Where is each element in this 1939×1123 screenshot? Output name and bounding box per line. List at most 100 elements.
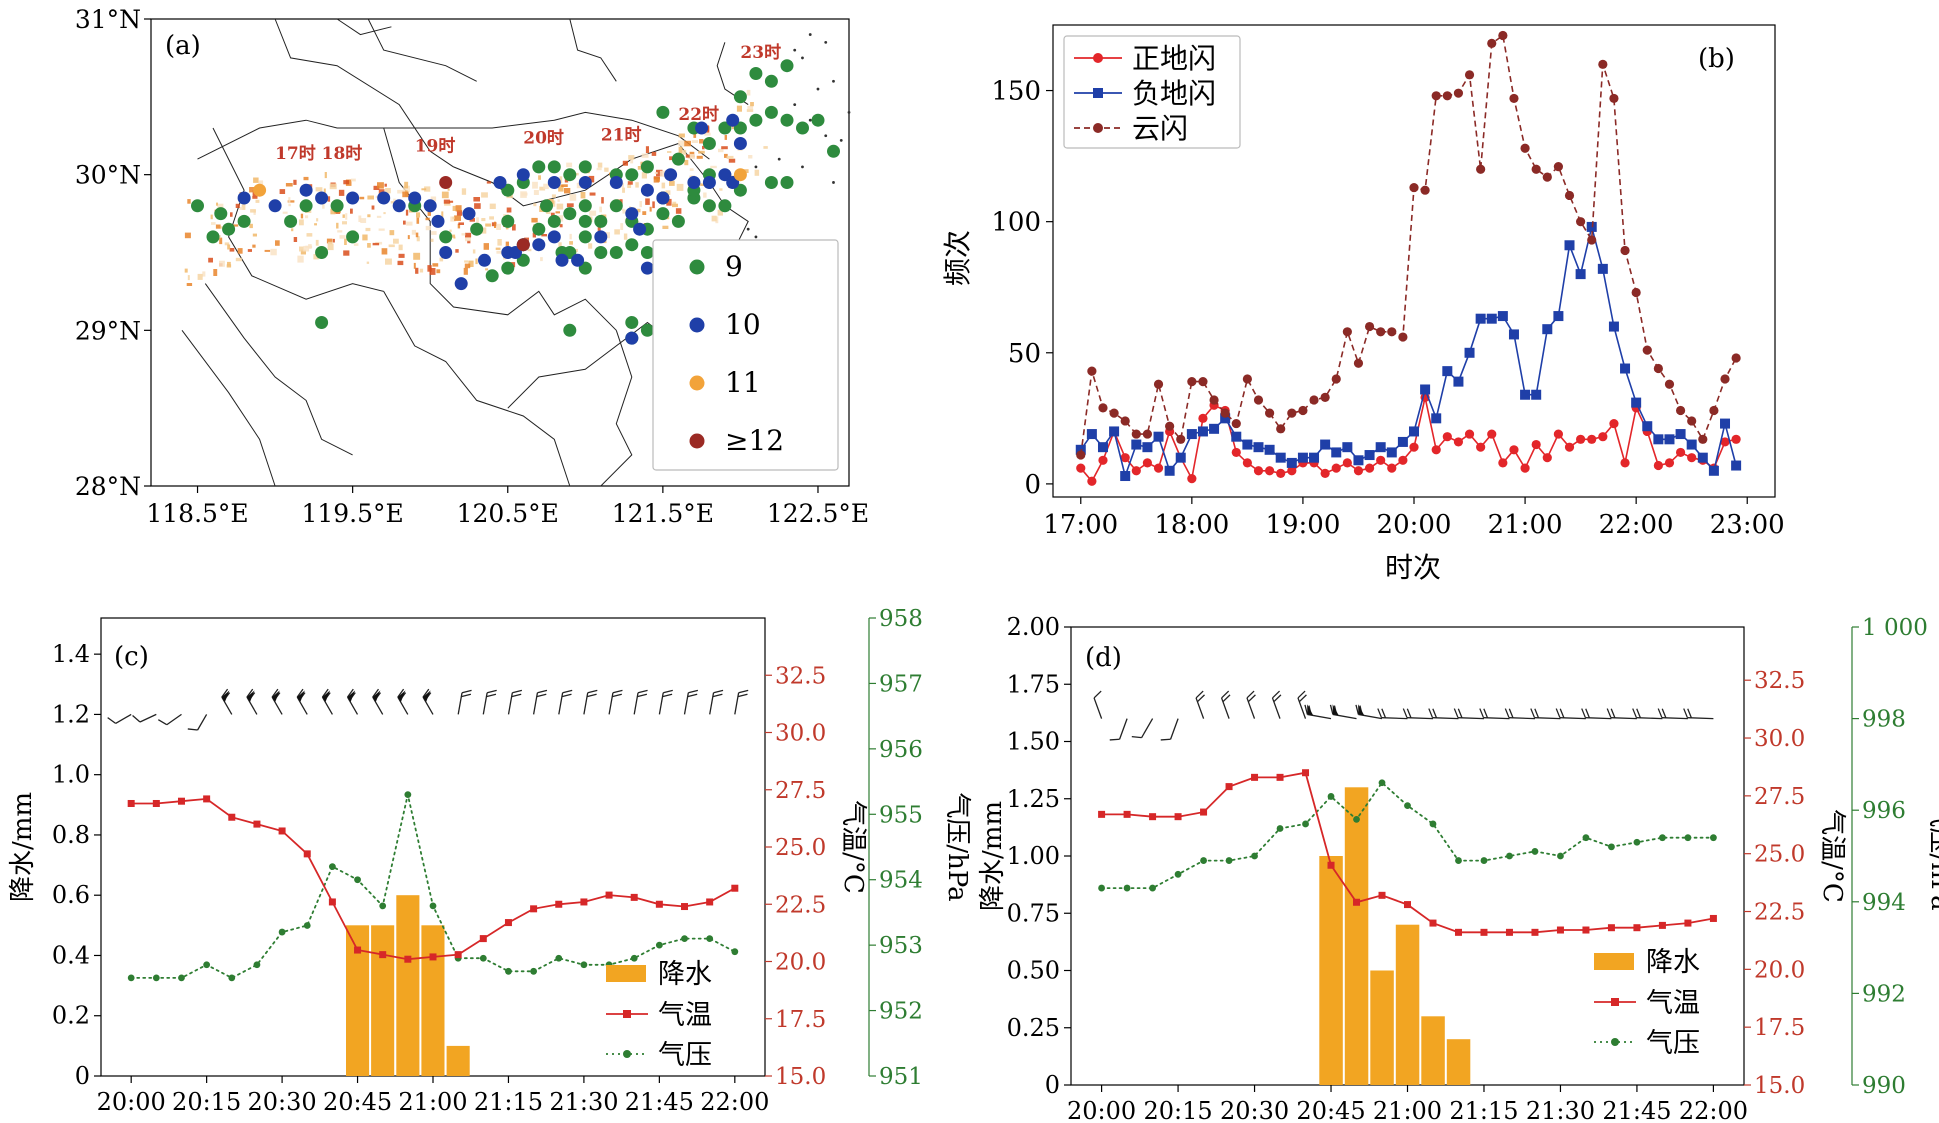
level-10-point	[555, 253, 569, 267]
series-point	[1309, 395, 1319, 405]
level-10-point	[547, 176, 561, 189]
echo-cell	[532, 181, 538, 189]
series-point	[1487, 429, 1497, 439]
temperature-point	[504, 919, 512, 927]
echo-cell	[425, 217, 430, 221]
wind-barb-feather	[1555, 708, 1561, 718]
echo-cell	[476, 217, 479, 225]
echo-cell	[506, 207, 512, 213]
x-tick-label: 20:00	[97, 1088, 166, 1116]
series-point	[1708, 465, 1719, 476]
echo-cell	[704, 132, 711, 136]
series-point	[1386, 447, 1397, 458]
x-tick-label: 22:00	[700, 1088, 769, 1116]
series-point	[1209, 395, 1219, 405]
temperature-point	[1556, 926, 1564, 934]
echo-cell	[541, 234, 547, 237]
time-label: 22时	[678, 105, 719, 125]
echo-cell	[314, 223, 317, 226]
series-point	[1620, 363, 1631, 374]
temperature-point	[1098, 810, 1106, 818]
island-speck	[824, 40, 828, 44]
wind-barb-staff	[1534, 717, 1561, 720]
wind-barb-glyph	[1329, 704, 1357, 720]
wind-barb-glyph	[683, 689, 699, 715]
echo-cell	[372, 242, 380, 246]
panel-c-precip-bars	[346, 895, 470, 1076]
wind-barb-glyph	[221, 688, 233, 715]
x-tick-label: 22:00	[1599, 510, 1674, 540]
precip-bar	[371, 925, 395, 1076]
wind-barb-staff	[1483, 717, 1510, 720]
pressure-point	[580, 961, 588, 969]
wind-barb-glyph	[709, 689, 724, 715]
series-point	[1342, 327, 1352, 337]
echo-cell	[564, 188, 571, 194]
echo-cell	[461, 233, 466, 236]
level-10-point	[431, 214, 445, 228]
wind-barb	[1555, 708, 1586, 720]
echo-cell	[494, 221, 497, 228]
series-point	[1142, 442, 1153, 453]
echo-cell	[323, 188, 326, 194]
temperature-point	[278, 827, 286, 835]
echo-cell	[416, 212, 421, 218]
level-10-point	[695, 121, 709, 135]
echo-cell	[621, 182, 624, 188]
island-speck	[808, 33, 812, 36]
series-point	[1709, 405, 1719, 416]
series-point	[1353, 466, 1364, 476]
echo-cell	[622, 208, 625, 211]
series-point	[1520, 143, 1530, 153]
wind-barb-staff	[1169, 718, 1179, 740]
wind-barb-feather	[561, 693, 572, 698]
boundary-line	[212, 127, 384, 300]
echo-cell	[665, 190, 671, 195]
temperature-point	[630, 893, 638, 901]
wind-barb-feather	[536, 693, 547, 698]
echo-cell	[710, 165, 717, 169]
echo-cell	[252, 196, 258, 199]
temperature-point	[1200, 808, 1208, 816]
panel-a-label: (a)	[165, 31, 201, 61]
wind-barb-glyph	[321, 688, 333, 715]
echo-cell	[219, 237, 223, 245]
wind-barb-feather	[346, 688, 354, 698]
pressure-point	[253, 961, 261, 969]
echo-cell	[424, 186, 431, 192]
echo-cell	[367, 214, 371, 218]
temperature-point	[228, 813, 236, 821]
pressure-point	[1378, 779, 1386, 787]
level-10-point	[454, 277, 468, 291]
x-tick-label: 18:00	[1154, 510, 1229, 540]
echo-cell	[721, 146, 728, 150]
echo-cell	[750, 102, 754, 107]
wind-barb-feather	[1304, 704, 1308, 715]
legend-marker	[1093, 123, 1103, 133]
echo-cell	[403, 185, 410, 193]
wind-barb-flag	[372, 690, 381, 703]
echo-cell	[388, 244, 395, 248]
series-point	[1265, 408, 1275, 418]
wind-barb	[1683, 708, 1714, 720]
echo-cell	[315, 187, 323, 192]
echo-cell	[249, 223, 253, 229]
series-point	[1731, 353, 1741, 363]
legend-label: 9	[725, 250, 743, 283]
echo-cell	[227, 261, 231, 266]
time-label: 23时	[740, 43, 781, 63]
wind-barb-glyph	[1131, 718, 1154, 739]
echo-cell	[684, 159, 689, 166]
echo-cell	[653, 176, 660, 183]
wind-barb-staff	[139, 713, 157, 723]
wind-barb	[1093, 690, 1103, 719]
echo-cell	[635, 182, 639, 188]
echo-cell	[405, 209, 409, 216]
level-9-point	[764, 176, 778, 189]
level-10-point	[439, 246, 453, 259]
echo-cell	[589, 192, 596, 196]
y-left-tick-label: 1.00	[1007, 842, 1060, 870]
echo-cell	[551, 194, 556, 198]
legend-marker	[689, 433, 705, 449]
